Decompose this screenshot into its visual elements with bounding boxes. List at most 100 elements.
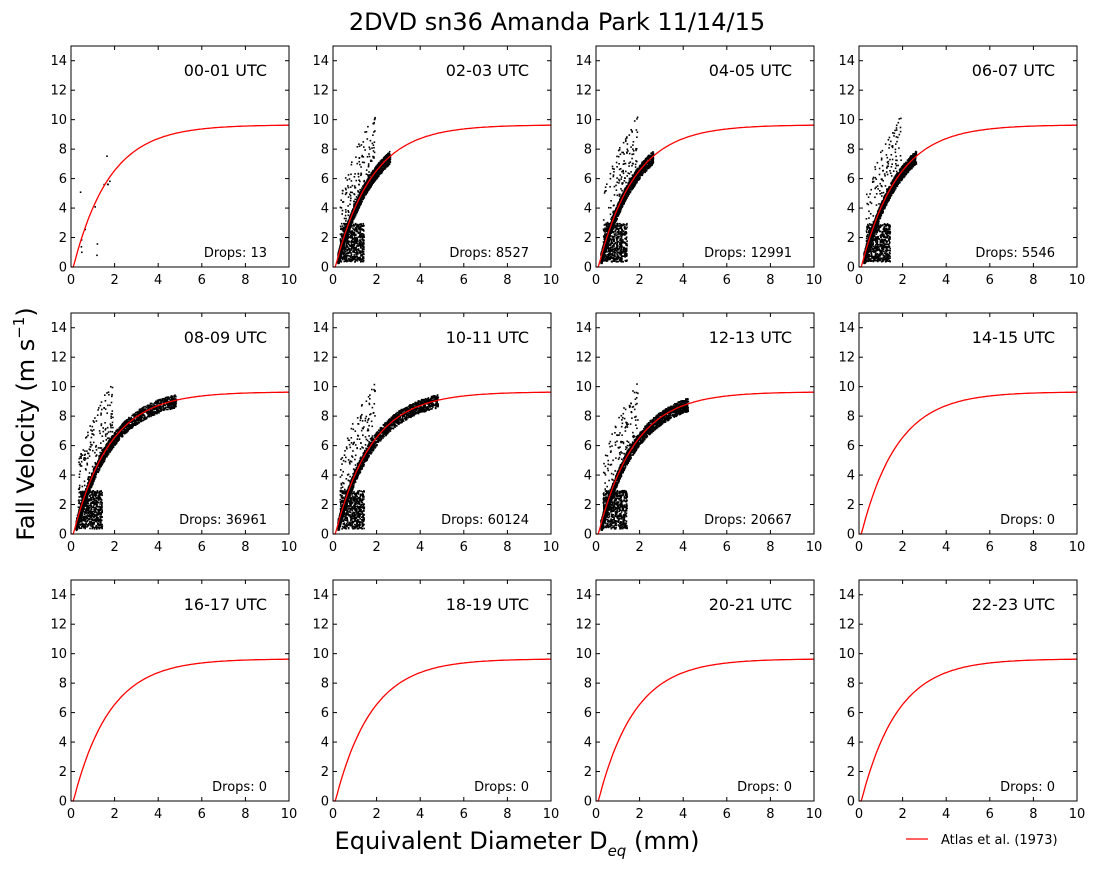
drop-point — [352, 243, 355, 246]
drop-point — [339, 254, 342, 257]
drop-point — [362, 234, 365, 236]
drop-point — [363, 239, 365, 241]
drop-point — [359, 260, 362, 263]
drop-point — [374, 130, 376, 132]
drop-point — [388, 154, 390, 157]
drop-point — [383, 166, 385, 169]
drop-point — [359, 251, 361, 254]
drop-point — [347, 205, 349, 207]
drop-point — [353, 254, 355, 256]
drop-point — [355, 201, 357, 204]
drop-point — [380, 162, 382, 165]
drop-point — [381, 170, 384, 173]
drop-point — [360, 189, 363, 191]
drop-point — [620, 250, 623, 253]
drop-point — [355, 196, 358, 198]
drop-point — [360, 241, 363, 243]
drop-point — [623, 241, 625, 244]
drop-point — [363, 241, 365, 244]
drop-point — [387, 163, 389, 166]
drop-point — [359, 225, 361, 228]
drop-point — [388, 153, 390, 155]
drop-point — [379, 173, 381, 175]
drop-point — [351, 257, 354, 259]
drop-point — [618, 178, 620, 181]
drop-point — [640, 172, 643, 174]
drop-point — [604, 227, 606, 229]
drop-point — [621, 170, 623, 173]
drop-point — [96, 254, 98, 257]
drop-point — [380, 166, 383, 169]
drop-point — [368, 171, 370, 173]
drop-point — [376, 174, 378, 176]
drop-point — [354, 260, 356, 263]
drop-point — [353, 234, 356, 237]
drop-point — [107, 183, 109, 186]
drop-point — [352, 223, 355, 226]
drop-point — [356, 197, 359, 200]
drop-point — [351, 244, 353, 246]
drop-point — [632, 153, 635, 155]
drop-point — [364, 131, 366, 133]
drop-point — [611, 245, 614, 247]
x-tick-label: 6 — [198, 273, 206, 288]
drop-point — [361, 238, 364, 240]
drop-point — [635, 129, 638, 131]
drop-point — [362, 185, 364, 187]
drop-point — [620, 244, 623, 247]
drop-point — [358, 241, 361, 243]
drop-point — [341, 256, 343, 259]
drop-point — [345, 217, 347, 220]
drop-point — [353, 257, 356, 260]
drop-point — [358, 157, 361, 159]
drop-point — [353, 247, 355, 250]
drop-point — [612, 174, 615, 176]
drop-point — [351, 161, 353, 163]
drop-point — [615, 227, 618, 230]
drop-point — [362, 228, 365, 231]
drop-point — [362, 198, 364, 201]
legend-label: Atlas et al. (1973) — [941, 833, 1058, 848]
drop-point — [351, 221, 354, 224]
drop-point — [645, 167, 647, 170]
drop-point — [342, 251, 345, 253]
drop-point — [340, 261, 343, 263]
drop-point — [355, 179, 358, 182]
drop-point — [359, 233, 361, 236]
drop-point — [387, 161, 389, 163]
drop-point — [364, 149, 366, 151]
fall-speed-curve — [333, 124, 551, 268]
drop-point — [353, 193, 355, 195]
drop-point — [615, 184, 617, 187]
drop-point — [344, 250, 347, 253]
y-axis-label: Fall Velocity (m s−1) — [10, 307, 40, 540]
drop-point — [350, 237, 352, 239]
drop-point — [363, 230, 365, 232]
drop-point — [362, 256, 365, 258]
drop-point — [356, 260, 359, 262]
drop-point — [618, 168, 621, 171]
y-tick-label: 6 — [321, 172, 329, 187]
drop-point — [343, 260, 345, 263]
drop-point — [382, 157, 385, 159]
drop-point — [365, 188, 368, 190]
drop-point — [350, 240, 353, 242]
drop-point — [351, 246, 353, 248]
drop-point — [637, 179, 640, 181]
drop-point — [373, 121, 375, 124]
drop-point — [361, 244, 363, 246]
drop-point — [360, 198, 363, 201]
drop-point — [381, 161, 384, 164]
y-tick-label: 4 — [321, 202, 329, 217]
drop-point — [338, 258, 341, 260]
drop-point — [344, 240, 346, 242]
drop-point — [345, 238, 348, 240]
drop-point — [353, 229, 356, 232]
x-tick-label: 2 — [372, 273, 380, 288]
drop-point — [630, 129, 632, 131]
drop-point — [625, 198, 627, 201]
drop-point — [366, 138, 369, 140]
drop-point — [625, 253, 627, 255]
drop-point — [361, 155, 363, 158]
